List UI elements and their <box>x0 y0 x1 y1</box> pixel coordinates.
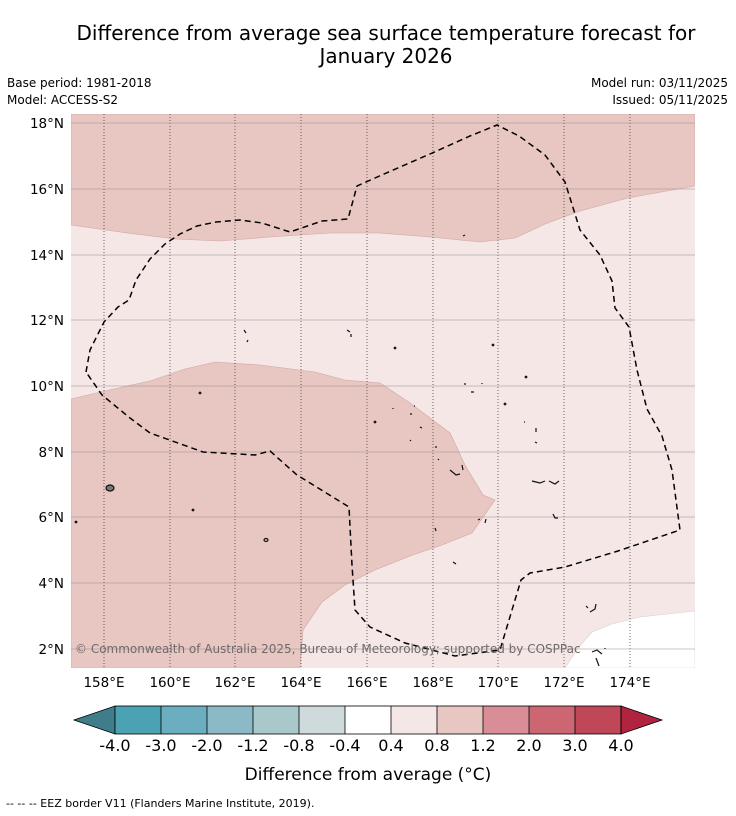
atoll-majuro <box>449 464 464 476</box>
colorbar-tick-label: 1.2 <box>470 736 495 755</box>
base-period: Base period: 1981-2018 <box>7 76 152 90</box>
longitude-axis: 158°E 160°E 162°E 164°E 166°E 168°E 170°… <box>83 675 650 691</box>
lat-tick-label: 14°N <box>30 248 64 264</box>
lat-tick-label: 6°N <box>39 510 64 526</box>
map-title-line-1: Difference from average sea surface temp… <box>76 21 696 45</box>
islet <box>491 343 495 347</box>
lat-tick-label: 18°N <box>30 116 64 132</box>
islet <box>191 508 195 512</box>
metadata-left: Base period: 1981-2018 Model: ACCESS-S2 <box>7 75 152 109</box>
colorbar-bin <box>345 706 391 734</box>
lon-tick-label: 164°E <box>280 675 321 691</box>
lon-tick-label: 172°E <box>543 675 584 691</box>
colorbar-tick-label: -2.0 <box>191 736 222 755</box>
colorbar-outline <box>114 705 622 735</box>
islet <box>74 520 78 524</box>
lon-tick-label: 168°E <box>412 675 453 691</box>
copyright-notice: © Commonwealth of Australia 2025, Bureau… <box>75 642 581 656</box>
lon-tick-label: 174°E <box>609 675 650 691</box>
lon-tick-label: 158°E <box>83 675 124 691</box>
atoll-arno <box>531 480 560 485</box>
colorbar-tick-label: -3.0 <box>145 736 176 755</box>
islet <box>373 420 377 424</box>
colorbar-tick-label: 4.0 <box>608 736 633 755</box>
anomaly-band-central-0.8-1.2 <box>71 361 496 668</box>
colorbar-bin <box>299 706 345 734</box>
metadata-right: Model run: 03/11/2025 Issued: 05/11/2025 <box>591 75 728 109</box>
island-pohnpei <box>105 484 115 492</box>
lat-tick-label: 2°N <box>39 642 64 658</box>
model-run: Model run: 03/11/2025 <box>590 76 728 90</box>
colorbar: -4.0 -3.0 -2.0 -1.2 -0.8 -0.4 0.4 0.8 1.… <box>72 705 664 785</box>
map-title: Difference from average sea surface temp… <box>36 22 736 68</box>
lon-tick-label: 170°E <box>477 675 518 691</box>
atoll-mili <box>552 513 558 519</box>
islet <box>393 346 397 350</box>
atoll <box>243 329 249 343</box>
colorbar-tick-label: 0.4 <box>378 736 403 755</box>
colorbar-extend-high <box>620 705 664 735</box>
colorbar-tick-label: 3.0 <box>562 736 587 755</box>
atoll <box>591 648 606 667</box>
islet <box>503 402 507 406</box>
eez-border <box>85 124 681 657</box>
colorbar-tick-label: -1.2 <box>237 736 268 755</box>
atoll <box>392 405 415 415</box>
colorbar-tick-label: 2.0 <box>516 736 541 755</box>
island-kosrae <box>263 537 269 543</box>
lon-tick-label: 162°E <box>214 675 255 691</box>
lon-tick-label: 160°E <box>149 675 190 691</box>
islands <box>74 234 606 667</box>
lat-tick-label: 16°N <box>30 182 64 198</box>
parallels <box>71 122 695 650</box>
colorbar-tick-label: -4.0 <box>99 736 130 755</box>
lat-tick-label: 10°N <box>30 379 64 395</box>
colorbar-tick-label: -0.8 <box>283 736 314 755</box>
atoll <box>409 426 440 461</box>
atoll <box>464 383 483 393</box>
graticule <box>103 114 631 668</box>
lat-tick-label: 12°N <box>30 313 64 329</box>
lon-tick-label: 166°E <box>346 675 387 691</box>
model-name: Model: ACCESS-S2 <box>7 93 119 107</box>
atoll-tarawa <box>585 603 597 613</box>
colorbar-bin <box>115 706 161 734</box>
colorbar-tick-label: 0.8 <box>424 736 449 755</box>
atoll <box>524 421 538 444</box>
colorbar-bin <box>161 706 207 734</box>
issued-date: Issued: 05/11/2025 <box>612 93 728 107</box>
colorbar-bin <box>483 706 529 734</box>
atoll <box>462 234 466 237</box>
anomaly-band-north-0.8-1.2 <box>71 114 695 243</box>
colorbar-bin <box>207 706 253 734</box>
map-plot-area: © Commonwealth of Australia 2025, Bureau… <box>71 114 695 668</box>
lat-tick-label: 8°N <box>39 445 64 461</box>
lat-tick-label: 4°N <box>39 576 64 592</box>
colorbar-bin <box>437 706 483 734</box>
colorbar-bin <box>391 706 437 734</box>
latitude-axis: 18°N 16°N 14°N 12°N 10°N 8°N 6°N 4°N 2°N <box>30 116 64 658</box>
colorbar-tick-label: -0.4 <box>329 736 360 755</box>
colorbar-bin <box>253 706 299 734</box>
atoll <box>346 329 352 337</box>
colorbar-title: Difference from average (°C) <box>245 765 492 785</box>
islet <box>198 391 202 395</box>
islet <box>524 375 528 379</box>
colorbar-bin <box>575 706 621 734</box>
atoll <box>434 518 487 565</box>
colorbar-extend-low <box>72 705 116 735</box>
colorbar-bin <box>529 706 575 734</box>
eez-legend-footnote: -- -- -- EEZ border V11 (Flanders Marine… <box>6 797 315 810</box>
map-title-line-2: January 2026 <box>319 44 453 68</box>
